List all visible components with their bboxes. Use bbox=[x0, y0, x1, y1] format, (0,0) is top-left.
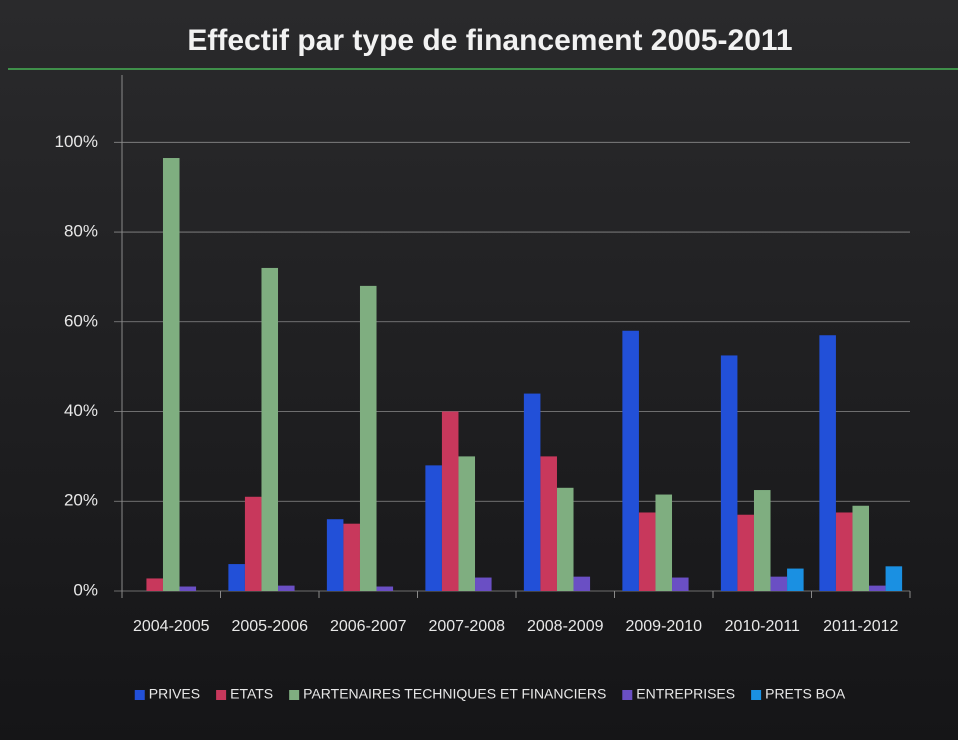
bar bbox=[819, 335, 836, 591]
bar bbox=[869, 585, 886, 591]
legend-label: ETATS bbox=[230, 686, 273, 702]
bar bbox=[655, 494, 673, 591]
y-tick-label: 0% bbox=[73, 580, 98, 599]
bar bbox=[179, 586, 197, 591]
x-tick-label: 2010-2011 bbox=[725, 618, 800, 635]
legend-label: PARTENAIRES TECHNIQUES ET FINANCIERS bbox=[303, 686, 606, 702]
x-tick-label: 2009-2010 bbox=[625, 618, 702, 635]
bar bbox=[359, 285, 377, 591]
bar bbox=[343, 523, 360, 591]
bar bbox=[425, 465, 442, 591]
bar bbox=[261, 267, 279, 591]
legend-swatch bbox=[216, 690, 227, 700]
chart-title: Effectif par type de financement 2005-20… bbox=[187, 24, 792, 57]
bar bbox=[573, 576, 591, 591]
bar bbox=[146, 578, 163, 591]
bar bbox=[458, 456, 476, 591]
bar bbox=[540, 456, 557, 591]
x-tick-label: 2005-2006 bbox=[231, 618, 308, 635]
bar bbox=[770, 576, 788, 591]
bar bbox=[753, 490, 771, 591]
y-tick-label: 60% bbox=[64, 311, 98, 330]
bar bbox=[523, 393, 541, 591]
bar bbox=[475, 577, 492, 591]
bar bbox=[556, 487, 574, 591]
x-tick-label: 2011-2012 bbox=[823, 618, 898, 635]
legend-label: ENTREPRISES bbox=[636, 686, 735, 702]
x-tick-label: 2008-2009 bbox=[527, 618, 604, 635]
legend-label: PRETS BOA bbox=[765, 686, 846, 702]
legend-swatch bbox=[622, 690, 633, 700]
x-tick-label: 2004-2005 bbox=[133, 618, 210, 635]
x-tick-label: 2007-2008 bbox=[428, 618, 505, 635]
bar bbox=[885, 566, 903, 591]
bar bbox=[244, 496, 262, 591]
bar bbox=[278, 585, 295, 591]
bar bbox=[622, 330, 639, 591]
y-tick-label: 20% bbox=[64, 491, 98, 510]
legend-swatch bbox=[751, 690, 762, 700]
bar bbox=[835, 512, 853, 591]
y-tick-label: 100% bbox=[55, 132, 98, 151]
legend-swatch bbox=[289, 690, 300, 700]
bar bbox=[228, 564, 245, 591]
bar bbox=[787, 568, 804, 591]
bar bbox=[162, 158, 180, 591]
bar bbox=[376, 586, 394, 591]
bar bbox=[737, 514, 754, 591]
x-tick-label: 2006-2007 bbox=[330, 618, 407, 635]
bar bbox=[852, 505, 870, 591]
bar bbox=[638, 512, 656, 591]
bar bbox=[441, 411, 459, 591]
bar bbox=[672, 577, 689, 591]
legend-label: PRIVES bbox=[149, 686, 200, 702]
bar bbox=[720, 355, 738, 591]
legend-swatch bbox=[134, 690, 145, 700]
y-tick-label: 80% bbox=[64, 222, 98, 241]
bar bbox=[326, 519, 344, 591]
y-tick-label: 40% bbox=[64, 401, 98, 420]
